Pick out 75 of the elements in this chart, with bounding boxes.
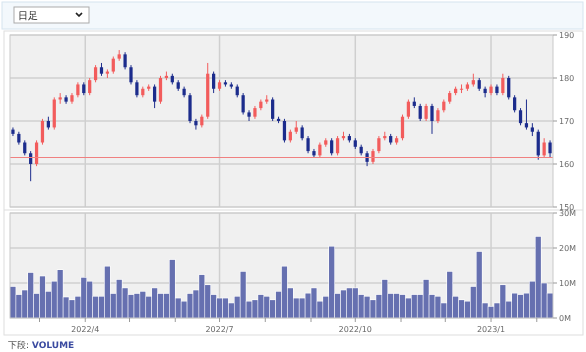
candlestick	[524, 99, 528, 130]
candlestick	[129, 64, 133, 85]
x-tick-label: 2022/10	[338, 325, 372, 334]
candlestick	[412, 96, 416, 109]
candlestick	[389, 133, 392, 146]
candlestick	[424, 103, 428, 122]
y-tick-label: 160	[559, 160, 574, 169]
y-tick-label: 20M	[559, 244, 576, 253]
candlestick	[141, 86, 144, 98]
candlestick	[360, 144, 363, 156]
candlestick	[242, 92, 245, 116]
candlestick	[448, 90, 452, 104]
candlestick	[282, 118, 286, 143]
y-tick-label: 190	[559, 30, 574, 40]
x-tick-label: 2022/7	[205, 325, 234, 334]
candlestick	[377, 136, 381, 154]
candlestick	[406, 99, 410, 120]
candlestick	[294, 120, 298, 134]
candlestick	[318, 142, 322, 158]
candlestick	[29, 150, 32, 182]
y-tick-label: 180	[559, 74, 574, 83]
candlestick	[400, 114, 404, 141]
candlestick	[152, 84, 156, 109]
candlestick	[23, 140, 26, 156]
y-tick-label: 30M	[559, 208, 576, 218]
candlestick	[300, 124, 304, 141]
candlestick	[218, 80, 222, 92]
candlestick	[236, 84, 239, 98]
candlestick	[418, 103, 422, 122]
candlestick	[123, 52, 127, 70]
candlestick	[58, 92, 62, 104]
y-tick-label: 10M	[559, 278, 576, 288]
candlestick	[259, 99, 262, 111]
x-tick-label: 2023/1	[476, 325, 506, 334]
candlestick	[536, 129, 540, 160]
candlestick	[513, 94, 516, 113]
candlestick	[88, 78, 92, 96]
candlestick	[112, 56, 115, 74]
candlestick	[46, 116, 50, 130]
dropdown: 日足	[14, 6, 90, 24]
candlestick	[354, 138, 357, 150]
candlestick	[170, 73, 174, 85]
candlestick	[82, 82, 86, 96]
candlestick	[472, 73, 475, 88]
candlestick	[336, 136, 340, 156]
candlestick	[442, 99, 446, 113]
candlestick	[436, 108, 440, 124]
candlestick	[176, 80, 180, 92]
candlestick	[194, 118, 198, 130]
candlestick	[288, 129, 292, 143]
text: 下段: VOLUME	[8, 340, 74, 351]
candlestick	[548, 140, 552, 158]
candlestick	[271, 96, 274, 122]
x-tick-label: 2022/4	[71, 325, 100, 334]
candlestick	[478, 78, 481, 92]
candlestick	[495, 84, 499, 96]
candlestick	[430, 103, 434, 134]
candlestick	[542, 138, 546, 158]
candlestick	[507, 75, 510, 100]
candlestick	[253, 105, 257, 120]
candlestick	[489, 84, 493, 96]
candlestick	[158, 75, 162, 104]
candlestick	[70, 92, 74, 104]
candlestick	[17, 131, 20, 146]
candlestick	[530, 122, 534, 137]
candlestick	[501, 73, 504, 96]
y-tick-label: 170	[559, 116, 574, 126]
candlestick	[330, 138, 334, 156]
candlestick	[200, 114, 204, 128]
candlestick	[118, 50, 121, 62]
candlestick	[212, 71, 216, 94]
candlestick	[40, 118, 44, 146]
candlestick	[76, 82, 80, 98]
y-tick-label: 0M	[559, 314, 572, 323]
candlestick	[306, 136, 310, 154]
